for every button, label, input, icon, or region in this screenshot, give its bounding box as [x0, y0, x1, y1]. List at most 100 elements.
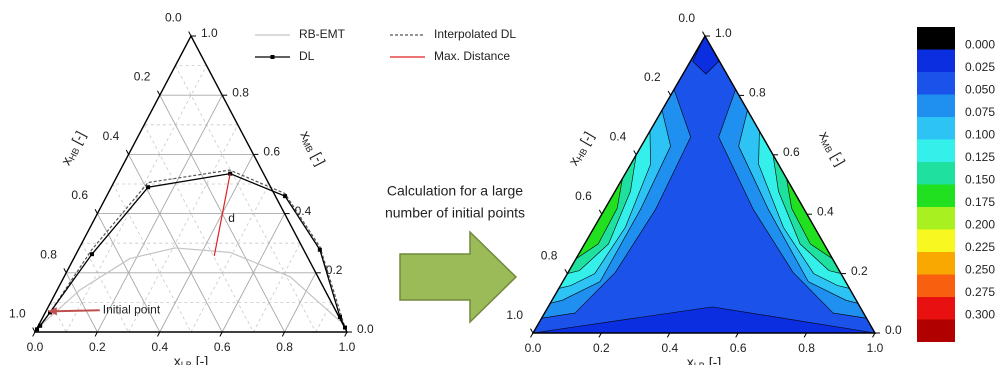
tick-label: 0.6 [71, 188, 88, 202]
tick-mark [530, 328, 534, 334]
minor-grid-line [112, 183, 192, 333]
tick-label: 0.2 [851, 264, 868, 278]
tick-mark [157, 90, 161, 96]
tick-label: 0.8 [749, 86, 766, 100]
colorbar-swatch [917, 162, 955, 185]
tick-label: 1.0 [715, 26, 732, 40]
grid-line [159, 154, 254, 333]
axis-unit: [-] [68, 128, 88, 146]
tick-label: 0.8 [541, 248, 558, 262]
colorbar-swatch [917, 207, 955, 230]
axis-title: xLB [-] [174, 353, 208, 365]
legend-label: RB-EMT [299, 27, 346, 41]
tick-label: 0.6 [214, 340, 231, 354]
legend-label: DL [299, 49, 315, 63]
colorbar-label: 0.000 [965, 38, 995, 52]
colorbar-label: 0.175 [965, 195, 995, 209]
series-marker [47, 310, 52, 315]
colorbar-swatch [917, 319, 955, 342]
axis-subscript: LB [181, 360, 192, 365]
minor-grid-line [81, 243, 129, 333]
minor-grid-line [50, 302, 67, 333]
tick-label: 0.8 [232, 85, 249, 99]
axis-symbol: x [174, 353, 181, 365]
minor-grid-line [143, 124, 254, 333]
colorbar-swatch [917, 229, 955, 252]
tick-mark [633, 150, 637, 156]
series-line [213, 173, 231, 257]
colorbar-label: 0.075 [965, 105, 995, 119]
tick-label: 0.4 [295, 204, 312, 218]
tick-label: 0.0 [165, 10, 182, 24]
tick-label: 0.6 [263, 145, 280, 159]
minor-grid-line [128, 124, 239, 333]
tick-mark [666, 332, 671, 338]
axis-subscript: MB [819, 138, 834, 155]
tick-label: 0.4 [103, 129, 120, 143]
axis-title: xHB[-] [565, 129, 598, 169]
tick-label: 0.8 [276, 340, 293, 354]
axis-unit: [-] [576, 129, 596, 148]
axis-subscript: MB [300, 138, 315, 155]
tick-label: 0.0 [525, 341, 542, 355]
series-line [36, 169, 346, 330]
grid-line [128, 154, 223, 333]
colorbar-label: 0.300 [965, 308, 995, 322]
series-marker [283, 194, 288, 199]
legend-marker [270, 55, 275, 59]
tick-label: 1.0 [339, 340, 356, 354]
annotation-text: Initial point [103, 302, 161, 316]
annotation-arrow [54, 309, 100, 313]
colorbar-label: 0.100 [965, 128, 995, 142]
tick-label: 0.2 [593, 341, 610, 355]
tick-label: 0.6 [730, 341, 747, 355]
minor-grid-line [253, 243, 301, 333]
colorbar-swatch [917, 72, 955, 95]
axis-subscript: LB [694, 361, 705, 365]
tick-label: 1.0 [201, 26, 218, 40]
colorbar-label: 0.250 [965, 263, 995, 277]
series-marker [146, 185, 151, 190]
tick-label: 1.0 [867, 341, 884, 355]
colorbar-swatch [917, 117, 955, 140]
legend-label: Max. Distance [434, 49, 510, 63]
tick-mark [702, 31, 706, 37]
series-marker [317, 247, 322, 252]
colorbar-label: 0.200 [965, 218, 995, 232]
tick-mark [344, 331, 348, 337]
tick-mark [667, 90, 672, 96]
colorbar-swatch [917, 139, 955, 162]
series-marker [337, 314, 342, 319]
triangle-frame [33, 34, 349, 333]
axis-symbol: x [687, 354, 694, 365]
series-line [36, 172, 346, 330]
tick-mark [32, 331, 36, 337]
tick-mark [803, 332, 808, 338]
axis-title: xMB[-] [815, 128, 849, 169]
tick-mark [281, 331, 286, 337]
caption-line: Calculation for a large [387, 183, 523, 199]
colorbar-label: 0.025 [965, 60, 995, 74]
series-marker [89, 252, 94, 257]
tick-label: 0.2 [644, 70, 661, 84]
tick-label: 0.4 [661, 341, 678, 355]
axis-unit: [-] [829, 149, 849, 168]
colorbar-swatch [917, 49, 955, 72]
tick-mark [219, 331, 223, 337]
colorbar-label: 0.150 [965, 173, 995, 187]
tick-label: 0.8 [798, 341, 815, 355]
tick-mark [564, 269, 568, 274]
tick-label: 1.0 [9, 306, 26, 320]
minor-grid-line [190, 183, 270, 333]
colorbar-swatch [917, 297, 955, 320]
tick-label: 0.4 [151, 340, 168, 354]
colorbar-label: 0.050 [965, 83, 995, 97]
axis-title: xLB [-] [687, 354, 721, 365]
colorbar-swatch [917, 274, 955, 297]
tick-label: 0.6 [575, 189, 592, 203]
caption-line: number of initial points [385, 205, 525, 221]
colorbar-label: 0.275 [965, 285, 995, 299]
tick-mark [125, 149, 130, 155]
axis-title: xMB[-] [296, 128, 329, 169]
